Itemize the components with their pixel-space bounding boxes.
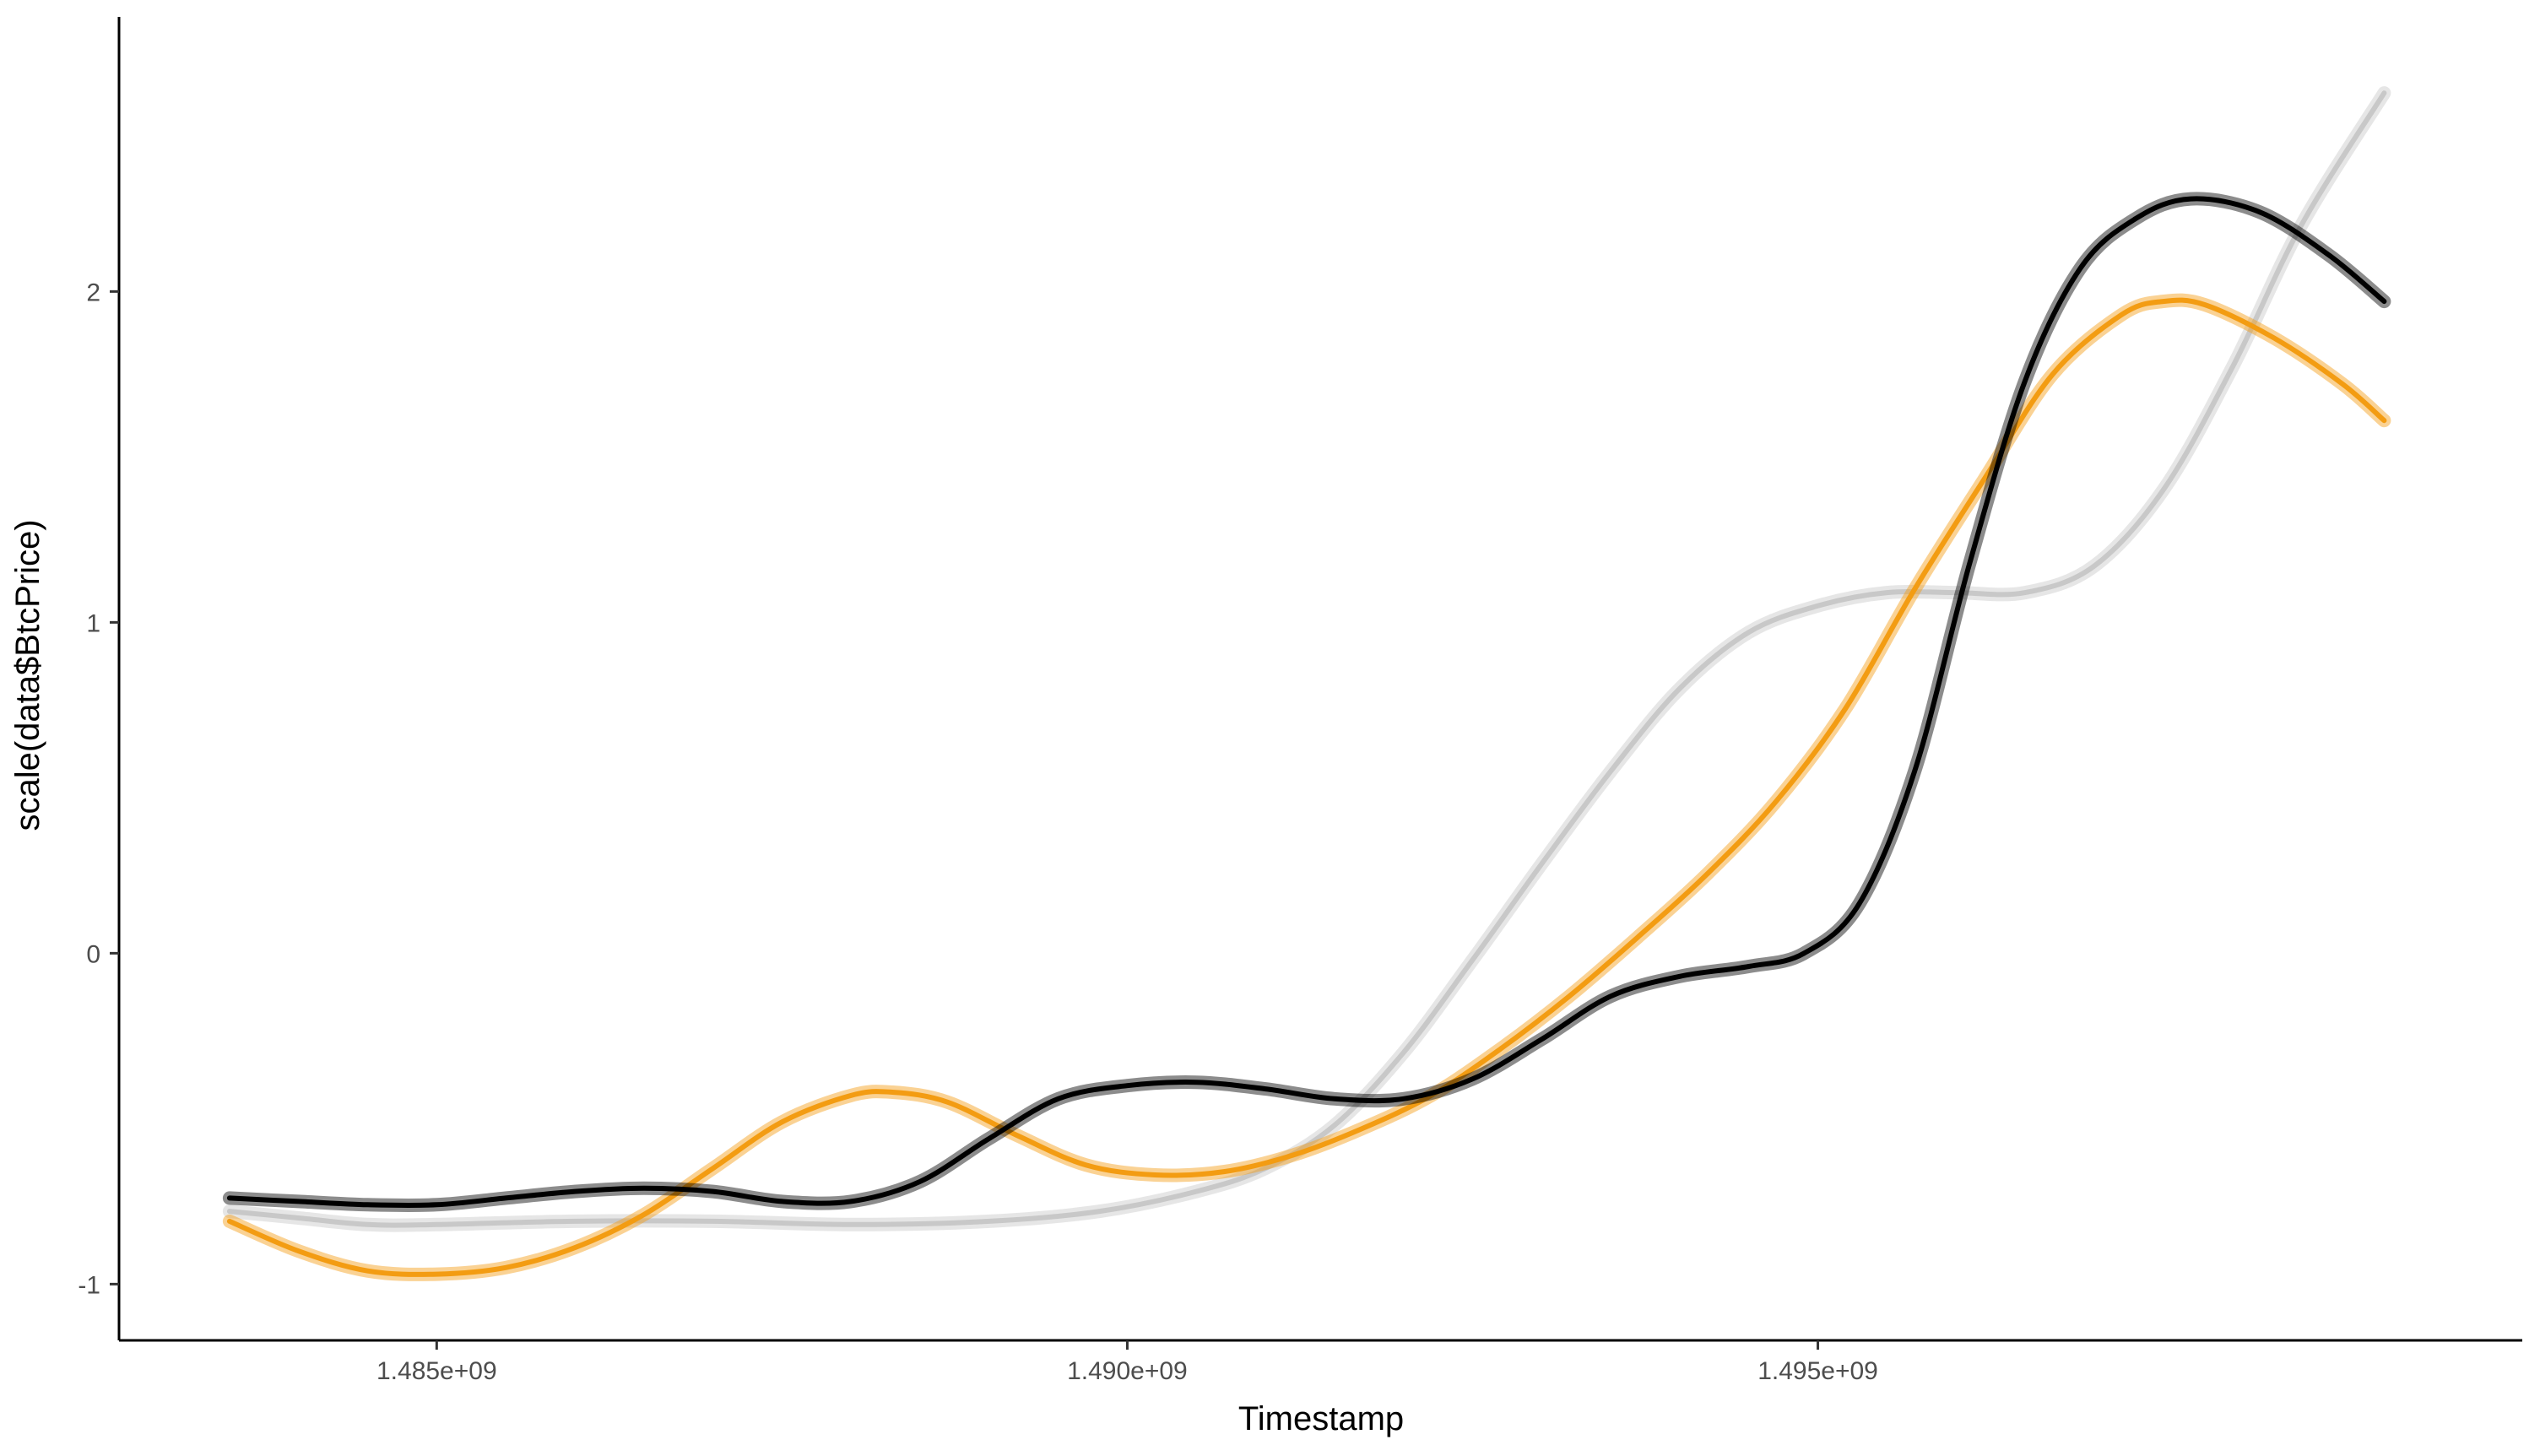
y-tick-label: 2 (86, 279, 100, 306)
series-1-band (222, 86, 2391, 1232)
y-tick-label: -1 (78, 1271, 100, 1299)
y-axis-ticks: -1 0 1 2 (78, 279, 119, 1299)
plot-area: 1.485e+09 1.490e+09 1.495e+09 -1 0 1 2 (78, 17, 2522, 1385)
x-tick-label: 1.485e+09 (376, 1357, 497, 1385)
x-tick-label: 1.490e+09 (1067, 1357, 1188, 1385)
series-layer (222, 86, 2391, 1281)
y-axis-title: scale(data$BtcPrice) (9, 519, 46, 831)
y-tick-label: 1 (86, 609, 100, 637)
series-3-line (226, 196, 2387, 1209)
series-2-band (222, 293, 2391, 1281)
x-tick-label: 1.495e+09 (1757, 1357, 1878, 1385)
series-3-band (222, 192, 2391, 1213)
series-2-line (226, 297, 2387, 1277)
series-1-line (226, 90, 2387, 1228)
x-axis-title: Timestamp (1238, 1400, 1404, 1437)
x-axis-ticks: 1.485e+09 1.490e+09 1.495e+09 (376, 1340, 1878, 1385)
y-tick-label: 0 (86, 940, 100, 968)
